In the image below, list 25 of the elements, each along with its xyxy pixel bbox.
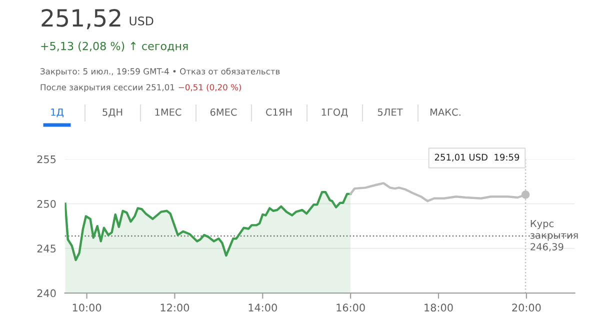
text: С1ЯН: [266, 108, 292, 116]
x-tick-label: 12:00: [160, 304, 190, 312]
text: 1ГОД: [322, 108, 348, 118]
y-tick-label: 255: [37, 155, 56, 164]
text: МАКС.: [430, 108, 460, 116]
text: Закрыто: 5 июл., 19:59 GMT-4 • Отказ от обязательств: [40, 68, 280, 76]
y-tick-label: 250: [37, 200, 56, 208]
text: После закрытия сессии 251,01: [40, 84, 174, 92]
y-tick-label: 240: [37, 289, 56, 298]
text: 5ЛЕТ: [378, 108, 403, 116]
x-tick-label: 10:00: [72, 304, 102, 312]
text: 6МЕС: [210, 108, 237, 116]
annotation: 251,01 USD 19:59: [434, 154, 520, 162]
ref-line-label: Курс закрытия 246,39: [530, 220, 578, 252]
chart-subtitle: +5,13 (2,08 %) ↑ сегодня: [41, 42, 188, 52]
x-tick-label: 14:00: [248, 304, 277, 312]
chart-title: 251,52 USD: [42, 8, 154, 30]
text: −0,51 (0,20 %): [178, 84, 241, 92]
x-tick-label: 20:00: [512, 304, 541, 312]
text: 1МЕС: [155, 108, 182, 116]
y-tick-label: 245: [37, 244, 56, 253]
x-tick-label: 18:00: [424, 304, 453, 312]
x-tick-label: 16:00: [336, 304, 365, 312]
text: 5ДН: [102, 108, 122, 118]
text: 1Д: [51, 108, 64, 118]
